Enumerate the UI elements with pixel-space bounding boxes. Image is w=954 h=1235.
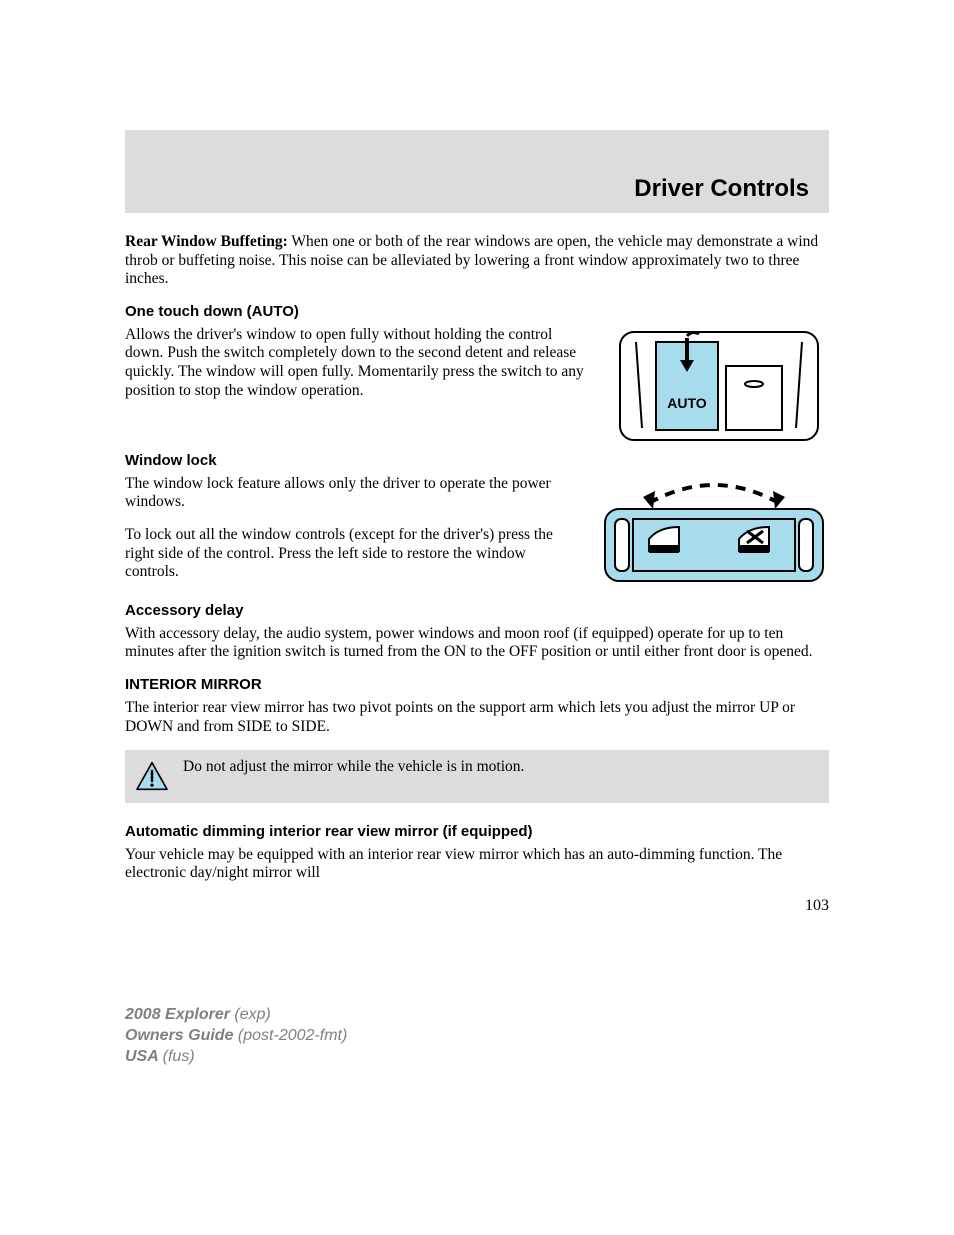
footer-line-2: Owners Guide (post-2002-fmt) — [125, 1026, 829, 1047]
footer-line-1: 2008 Explorer (exp) — [125, 1005, 829, 1026]
rear-window-paragraph: Rear Window Buffeting: When one or both … — [125, 233, 829, 289]
window-lock-heading: Window lock — [125, 452, 829, 469]
auto-dim-heading: Automatic dimming interior rear view mir… — [125, 823, 829, 840]
window-lock-diagram — [599, 475, 829, 595]
auto-switch-diagram: AUTO — [614, 326, 824, 446]
window-lock-row: The window lock feature allows only the … — [125, 475, 829, 596]
section-header: Driver Controls — [125, 130, 829, 213]
rear-window-lead: Rear Window Buffeting: — [125, 233, 288, 250]
window-lock-p1: The window lock feature allows only the … — [125, 475, 579, 512]
warning-triangle-icon — [135, 761, 169, 791]
warning-text: Do not adjust the mirror while the vehic… — [183, 758, 524, 795]
section-title: Driver Controls — [634, 175, 809, 202]
interior-mirror-heading: INTERIOR MIRROR — [125, 676, 829, 693]
one-touch-text: Allows the driver's window to open fully… — [125, 326, 589, 400]
interior-mirror-text: The interior rear view mirror has two pi… — [125, 699, 829, 736]
window-lock-p2: To lock out all the window controls (exc… — [125, 526, 579, 582]
auto-dim-text: Your vehicle may be equipped with an int… — [125, 846, 829, 883]
manual-page: Driver Controls Rear Window Buffeting: W… — [0, 0, 954, 1127]
footer-block: 2008 Explorer (exp) Owners Guide (post-2… — [125, 1005, 829, 1067]
one-touch-heading: One touch down (AUTO) — [125, 303, 829, 320]
accessory-text: With accessory delay, the audio system, … — [125, 625, 829, 662]
footer-line-3: USA (fus) — [125, 1047, 829, 1068]
one-touch-row: Allows the driver's window to open fully… — [125, 326, 829, 446]
warning-callout: Do not adjust the mirror while the vehic… — [125, 750, 829, 803]
auto-switch-label: AUTO — [667, 395, 707, 411]
accessory-heading: Accessory delay — [125, 602, 829, 619]
page-number: 103 — [125, 897, 829, 915]
